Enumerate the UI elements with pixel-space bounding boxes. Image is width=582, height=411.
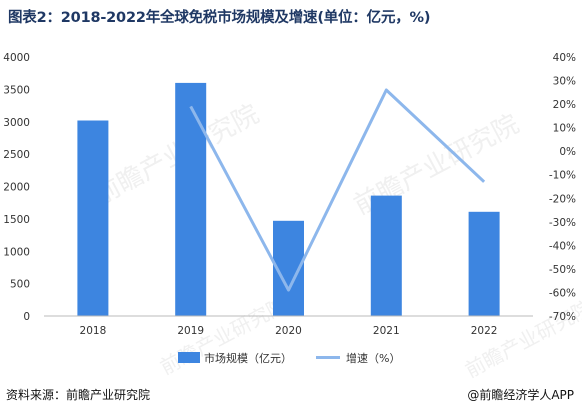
right-tick-label: 0% — [559, 146, 576, 158]
right-tick-label: -40% — [549, 240, 576, 252]
left-tick-label: 4000 — [3, 52, 30, 64]
left-tick-label: 3000 — [3, 117, 30, 129]
right-tick-label: 20% — [553, 99, 576, 111]
x-tick-label: 2020 — [275, 325, 302, 337]
source-label: 资料来源：前瞻产业研究院 — [6, 388, 151, 402]
chart-title: 图表2：2018-2022年全球免税市场规模及增速(单位：亿元，%) — [8, 10, 431, 26]
x-axis: 2018 2019 2020 2021 2022 — [80, 325, 498, 337]
left-tick-label: 3500 — [3, 84, 30, 96]
bar-2019 — [175, 82, 207, 317]
growth-line — [189, 88, 486, 292]
right-tick-label: -50% — [549, 264, 576, 276]
line-series — [189, 88, 486, 292]
x-tick-label: 2019 — [177, 325, 204, 337]
right-tick-label: 10% — [553, 123, 576, 135]
right-tick-label: -70% — [549, 311, 576, 323]
right-tick-label: 40% — [553, 52, 576, 64]
bar-2018 — [77, 120, 109, 316]
right-tick-label: -10% — [549, 170, 576, 182]
right-tick-label: -60% — [549, 288, 576, 300]
legend-bar-label: 市场规模（亿元） — [204, 351, 292, 365]
left-tick-label: 500 — [10, 279, 30, 291]
bar-2022 — [468, 211, 500, 316]
x-tick-label: 2022 — [471, 325, 498, 337]
left-tick-label: 2000 — [3, 182, 30, 194]
x-tick-label: 2021 — [373, 325, 400, 337]
left-tick-label: 1000 — [3, 246, 30, 258]
left-axis: 0 500 1000 1500 2000 2500 3000 3500 4000 — [3, 52, 30, 323]
legend: 市场规模（亿元） 增速（%） — [178, 351, 400, 365]
watermark-layer: 前瞻产业研究院 前瞻产业研究院 前瞻产业研究院 前瞻产业研究院 — [89, 99, 582, 382]
bar-2021 — [370, 195, 402, 316]
left-tick-label: 2500 — [3, 149, 30, 161]
credit-label: @前瞻经济学人APP — [467, 388, 574, 402]
bar-series — [77, 82, 500, 317]
left-tick-label: 1500 — [3, 214, 30, 226]
right-tick-label: 30% — [553, 76, 576, 88]
right-axis: -70% -60% -50% -40% -30% -20% -10% 0% 10% 20% 30% 4… — [549, 52, 576, 323]
legend-bar-swatch — [178, 352, 200, 363]
legend-line-label: 增速（%） — [346, 351, 400, 365]
right-tick-label: -30% — [549, 217, 576, 229]
right-tick-label: -20% — [549, 193, 576, 205]
left-tick-label: 0 — [23, 311, 30, 323]
x-tick-label: 2018 — [80, 325, 107, 337]
